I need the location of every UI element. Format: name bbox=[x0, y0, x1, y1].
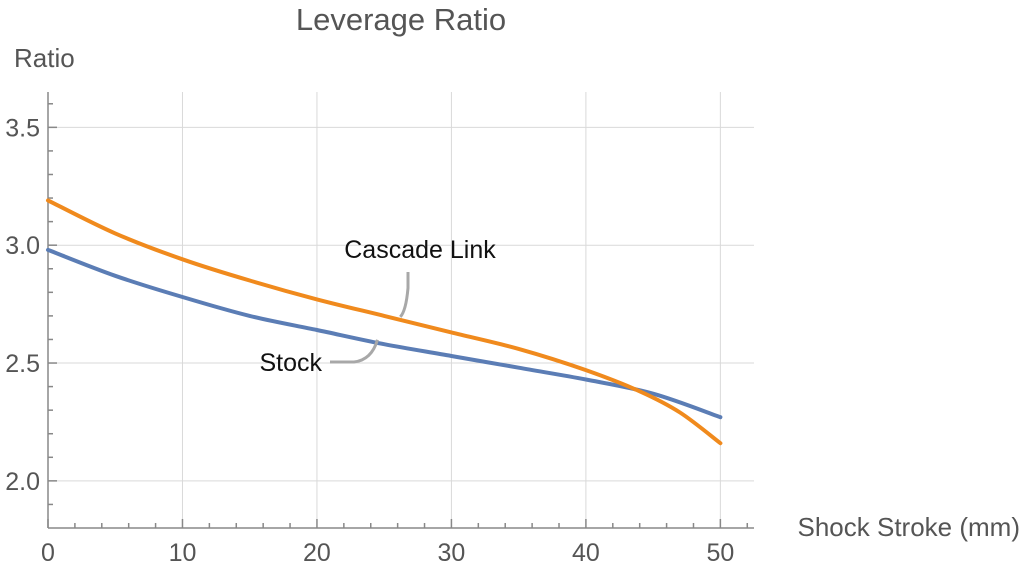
x-tick-label: 0 bbox=[41, 539, 55, 567]
y-tick-label: 3.0 bbox=[5, 232, 40, 260]
stock-line bbox=[46, 247, 723, 420]
y-tick-label: 2.0 bbox=[5, 468, 40, 496]
cascade-link-callout bbox=[399, 272, 410, 318]
x-tick-label: 30 bbox=[438, 539, 466, 567]
grid-lines bbox=[47, 92, 754, 528]
cascade-link-label: Cascade Link bbox=[344, 236, 496, 264]
y-tick-label: 3.5 bbox=[5, 114, 40, 142]
series-labels: Stock Cascade Link bbox=[259, 236, 496, 377]
cascade-link-line bbox=[46, 198, 723, 446]
x-tick-label: 10 bbox=[169, 539, 197, 567]
chart-title: Leverage Ratio bbox=[296, 2, 506, 37]
stock-callout bbox=[330, 339, 379, 364]
series-lines bbox=[46, 198, 723, 446]
y-axis-label: Ratio bbox=[14, 43, 75, 73]
x-axis-label: Shock Stroke (mm) bbox=[798, 512, 1021, 542]
x-tick-label: 20 bbox=[303, 539, 331, 567]
axes: 0 10 20 30 40 50 2.0 2.5 3.0 3.5 bbox=[5, 92, 754, 567]
y-tick-label: 2.5 bbox=[5, 350, 40, 378]
x-tick-label: 40 bbox=[572, 539, 600, 567]
x-tick-label: 50 bbox=[706, 539, 734, 567]
stock-label: Stock bbox=[259, 349, 322, 377]
